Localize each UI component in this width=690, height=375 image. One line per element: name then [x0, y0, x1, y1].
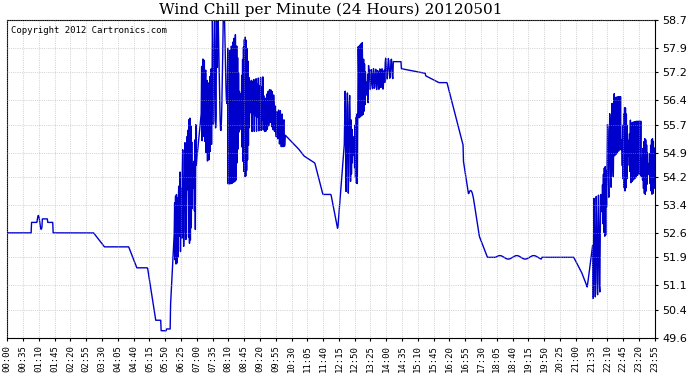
Text: Copyright 2012 Cartronics.com: Copyright 2012 Cartronics.com — [10, 26, 166, 35]
Title: Wind Chill per Minute (24 Hours) 20120501: Wind Chill per Minute (24 Hours) 2012050… — [159, 3, 503, 17]
